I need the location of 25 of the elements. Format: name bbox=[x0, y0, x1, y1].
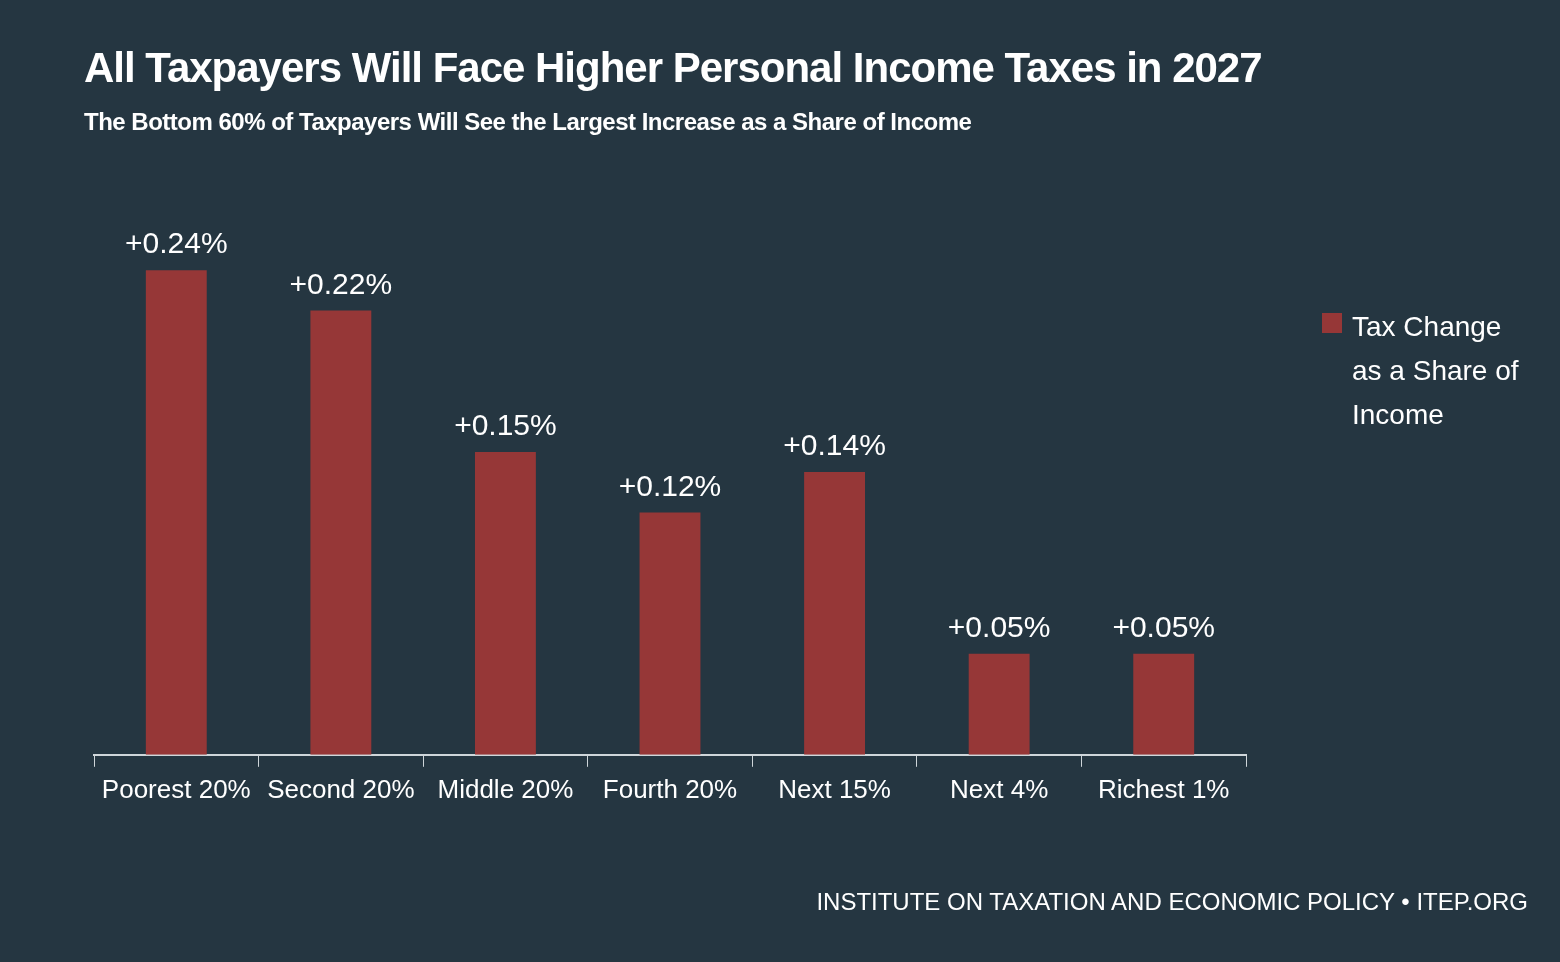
bar bbox=[474, 451, 536, 755]
data-label: +0.05% bbox=[1112, 610, 1216, 644]
chart-title: All Taxpayers Will Face Higher Personal Income Taxes in 2027 bbox=[84, 44, 1262, 92]
x-tick-label: Middle 20% bbox=[437, 773, 574, 804]
x-tick-label: Next 15% bbox=[778, 773, 891, 804]
data-label: +0.05% bbox=[947, 610, 1051, 644]
bar bbox=[145, 270, 207, 755]
bar bbox=[639, 512, 701, 755]
data-label: +0.24% bbox=[124, 226, 228, 260]
bar bbox=[804, 472, 866, 755]
data-label: +0.15% bbox=[454, 408, 557, 442]
bar bbox=[1133, 653, 1195, 755]
data-label: +0.12% bbox=[618, 468, 722, 502]
x-tick-label: Second 20% bbox=[267, 773, 415, 804]
bar bbox=[310, 310, 372, 755]
bar bbox=[968, 653, 1030, 755]
text: INSTITUTE ON TAXATION AND ECONOMIC POLICY • ITEP.ORG bbox=[816, 888, 1528, 916]
x-tick-label: Fourth 20% bbox=[602, 773, 738, 804]
x-tick-label: Poorest 20% bbox=[101, 773, 251, 804]
x-tick-label: Next 4% bbox=[950, 773, 1049, 804]
x-tick-label: Richest 1% bbox=[1097, 773, 1230, 804]
data-label: +0.14% bbox=[783, 428, 886, 462]
chart-subtitle: The Bottom 60% of Taxpayers Will See the Largest Increase as a Share of Income bbox=[84, 108, 972, 136]
data-label: +0.22% bbox=[289, 266, 393, 300]
legend-label: Tax Change as a Share of Income bbox=[1352, 310, 1520, 432]
